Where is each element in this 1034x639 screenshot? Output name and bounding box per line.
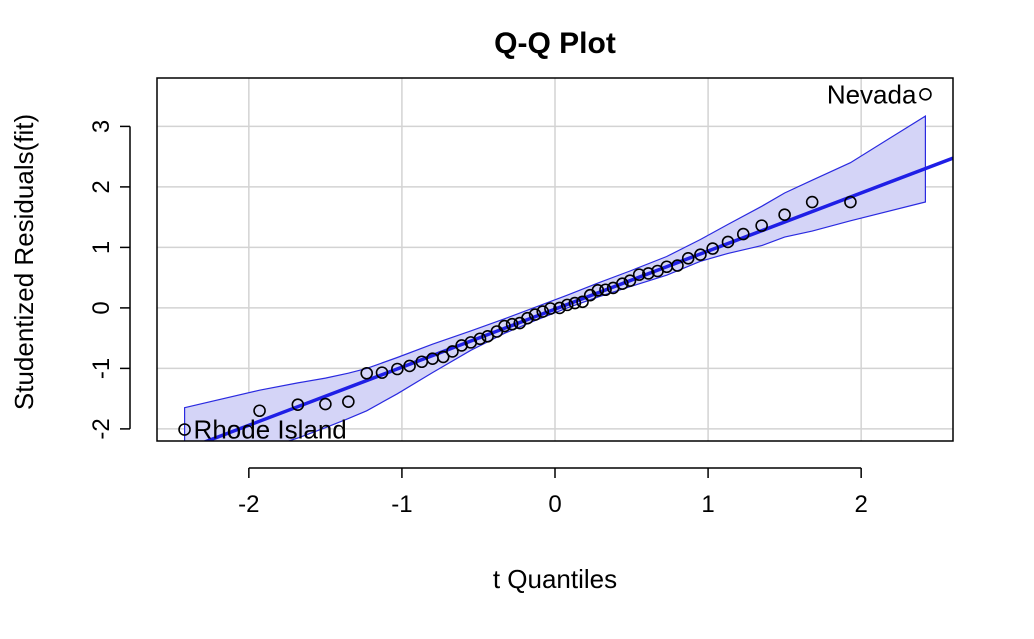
data-point xyxy=(778,208,791,222)
point-label: Rhode Island xyxy=(194,415,347,445)
data-point xyxy=(805,195,819,209)
data-point xyxy=(576,295,589,309)
data-point xyxy=(342,395,355,408)
data-point xyxy=(671,259,684,272)
data-point xyxy=(436,350,450,364)
data-point xyxy=(844,195,857,209)
x-axis-label: t Quantiles xyxy=(493,564,617,594)
confidence-band xyxy=(184,115,926,441)
data-point xyxy=(446,345,459,358)
plot-frame xyxy=(156,77,954,442)
data-point xyxy=(391,362,404,376)
data-point xyxy=(642,267,655,280)
x-tick-label: 1 xyxy=(701,491,714,518)
data-point xyxy=(616,277,629,291)
y-tick-label: 2 xyxy=(88,180,115,193)
data-point xyxy=(706,242,719,255)
data-point xyxy=(599,283,612,297)
data-point xyxy=(568,296,582,310)
y-axis-label: Studentized Residuals(fit) xyxy=(9,114,39,410)
data-point xyxy=(755,219,768,232)
data-points xyxy=(178,88,932,436)
data-point xyxy=(319,397,332,411)
data-point xyxy=(291,398,305,412)
data-point xyxy=(681,251,695,265)
data-point xyxy=(473,332,487,346)
x-tick-label: 2 xyxy=(854,491,867,518)
data-point xyxy=(178,423,191,436)
y-tick-label: 0 xyxy=(88,301,115,314)
data-point xyxy=(736,227,750,241)
y-tick-label: 1 xyxy=(88,241,115,254)
data-point xyxy=(544,302,557,315)
data-point xyxy=(375,366,389,379)
data-point xyxy=(591,284,605,297)
data-point xyxy=(553,301,566,315)
x-tick-label: -1 xyxy=(391,491,412,518)
point-label: Nevada xyxy=(827,79,917,109)
data-point xyxy=(253,404,266,418)
data-point xyxy=(721,235,735,249)
y-tick-label: -2 xyxy=(88,418,115,439)
data-point xyxy=(403,359,416,373)
y-axis: -2 -1 0 1 2 3 xyxy=(88,120,131,440)
data-point xyxy=(919,88,932,101)
data-point xyxy=(623,274,637,287)
y-tick-label: 3 xyxy=(88,120,115,133)
data-point xyxy=(632,268,646,281)
data-point xyxy=(536,305,550,318)
data-point xyxy=(360,366,374,380)
data-point xyxy=(498,319,511,333)
y-tick-label: -1 xyxy=(88,358,115,379)
data-point xyxy=(560,298,574,312)
x-axis: -2 -1 0 1 2 xyxy=(238,467,868,518)
confidence-band-area xyxy=(184,115,926,441)
data-point xyxy=(505,317,519,331)
point-labels: Nevada Rhode Island xyxy=(194,79,917,444)
x-tick-label: -2 xyxy=(238,491,259,518)
data-point xyxy=(528,308,542,321)
chart-title: Q-Q Plot xyxy=(494,27,616,60)
data-point xyxy=(694,248,707,261)
x-tick-label: 0 xyxy=(548,491,561,518)
data-point xyxy=(521,311,534,325)
